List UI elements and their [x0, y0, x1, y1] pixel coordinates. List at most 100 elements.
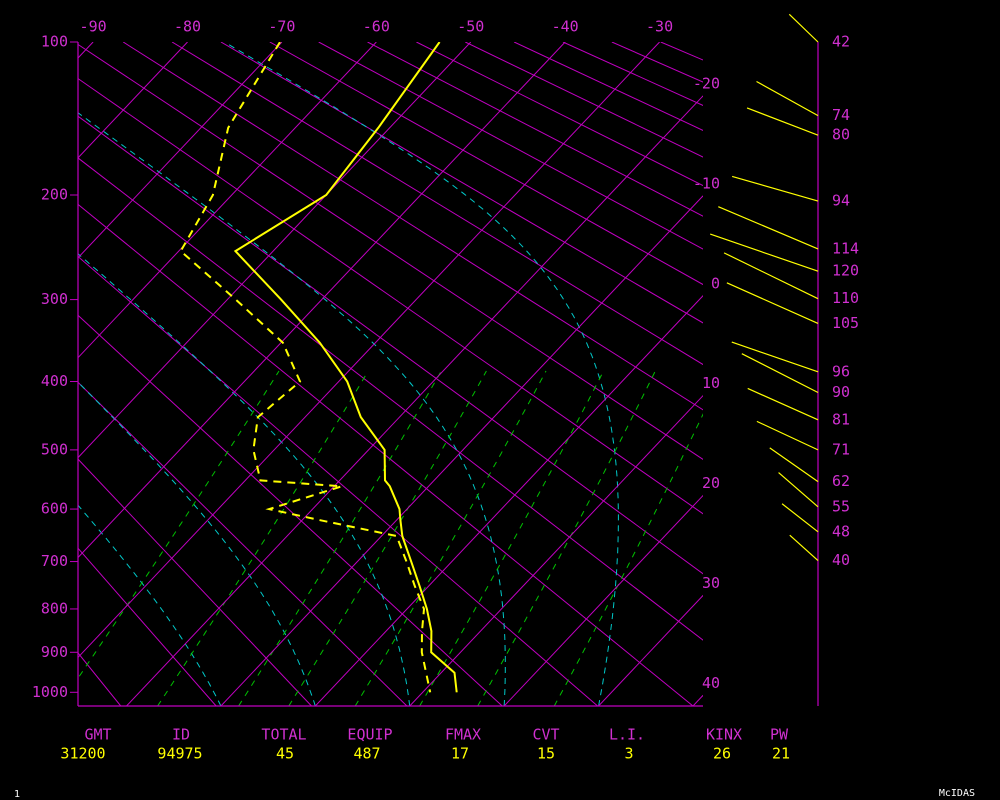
- wind-stick: [731, 175, 819, 202]
- isotherm-label: 30: [702, 574, 720, 592]
- mixing-ratio-line: [553, 413, 703, 706]
- isotherm: [78, 42, 377, 359]
- y-tick-label: 400: [41, 372, 68, 390]
- mixing-ratio-line: [78, 370, 280, 680]
- dry-adiabat: [710, 42, 1000, 706]
- dry-adiabat: [905, 42, 1000, 706]
- dry-adiabat: [0, 42, 25, 706]
- mixing-ratio-line: [288, 370, 487, 706]
- dry-adiabat: [78, 458, 312, 706]
- moist-adiabat: [226, 43, 619, 706]
- wind-speed-label: 80: [832, 126, 850, 144]
- dry-adiabat: [78, 203, 694, 706]
- dry-adiabat: [416, 42, 703, 187]
- stat-value: 15: [537, 745, 555, 763]
- stat-value: 17: [451, 745, 469, 763]
- x-tick-label: -40: [552, 18, 579, 36]
- dry-adiabat: [78, 547, 217, 706]
- mixing-ratio-line: [354, 370, 547, 706]
- wind-stick: [778, 472, 819, 508]
- wind-stick: [747, 387, 819, 421]
- stat-label: TOTAL: [261, 726, 306, 744]
- dry-adiabat: [78, 77, 703, 515]
- wind-speed-label: 90: [832, 383, 850, 401]
- stat-value: 31200: [60, 745, 105, 763]
- x-tick-label: -90: [80, 18, 107, 36]
- frame-number: 1: [14, 789, 20, 800]
- wind-stick: [726, 282, 819, 324]
- mixing-ratio-line: [157, 370, 369, 706]
- dry-adiabat: [78, 381, 408, 706]
- isotherm: [78, 42, 660, 659]
- wind-speed-label: 105: [832, 314, 859, 332]
- wind-speed-label: 96: [832, 362, 850, 380]
- x-tick-label: -80: [174, 18, 201, 36]
- wind-stick: [710, 233, 819, 272]
- dry-adiabat: [856, 42, 1000, 706]
- isotherm: [503, 494, 703, 706]
- y-tick-label: 300: [41, 290, 68, 308]
- wind-speed-label: 120: [832, 262, 859, 280]
- dry-adiabat: [513, 42, 703, 131]
- moist-adiabat: [78, 253, 411, 706]
- x-tick-label: -70: [268, 18, 295, 36]
- stat-label: FMAX: [445, 726, 481, 744]
- dry-adiabat: [758, 42, 1000, 706]
- stat-label: GMT: [84, 726, 111, 744]
- wind-speed-label: 42: [832, 33, 850, 51]
- wind-stick: [731, 341, 819, 373]
- isotherm-label: 40: [702, 674, 720, 692]
- stat-label: EQUIP: [347, 726, 392, 744]
- software-label: McIDAS: [939, 788, 975, 799]
- wind-speed-label: 74: [832, 106, 850, 124]
- wind-stick: [746, 107, 819, 136]
- stat-value: 487: [353, 745, 380, 763]
- stat-label: CVT: [532, 726, 559, 744]
- dry-adiabat: [318, 42, 703, 250]
- moist-adiabat: [78, 504, 222, 706]
- isotherm: [409, 394, 703, 706]
- dry-adiabat: [367, 42, 703, 217]
- stat-value: 21: [772, 745, 790, 763]
- dry-adiabat: [220, 42, 703, 324]
- wind-speed-label: 94: [832, 192, 850, 210]
- temperature-line: [233, 42, 458, 693]
- stat-value: 3: [624, 745, 633, 763]
- isotherm: [78, 42, 566, 559]
- stat-label: PW: [770, 726, 789, 744]
- wind-stick: [756, 420, 819, 451]
- x-tick-label: -30: [646, 18, 673, 36]
- isotherm: [126, 95, 703, 706]
- stat-label: L.I.: [609, 726, 645, 744]
- isotherm-label: 20: [702, 474, 720, 492]
- isotherm: [78, 42, 188, 159]
- y-tick-label: 500: [41, 440, 68, 458]
- wind-stick: [718, 206, 819, 250]
- wind-stick: [741, 353, 819, 394]
- dry-adiabat: [122, 42, 703, 411]
- y-tick-label: 1000: [32, 683, 68, 701]
- wind-speed-label: 71: [832, 440, 850, 458]
- isotherm: [78, 42, 472, 459]
- wind-stick: [723, 252, 819, 300]
- stat-value: 94975: [157, 745, 202, 763]
- x-tick-label: -60: [363, 18, 390, 36]
- wind-speed-label: 40: [832, 551, 850, 569]
- wind-speed-label: 81: [832, 410, 850, 428]
- wind-speed-label: 48: [832, 522, 850, 540]
- dry-adiabat: [78, 255, 598, 706]
- isotherm: [314, 295, 703, 706]
- y-tick-label: 100: [41, 33, 68, 51]
- wind-speed-label: 62: [832, 472, 850, 490]
- isotherm-label: -10: [693, 174, 720, 192]
- y-tick-label: 800: [41, 599, 68, 617]
- isotherm-label: 0: [711, 274, 720, 292]
- wind-speed-label: 114: [832, 239, 859, 257]
- isotherm-label: 10: [702, 374, 720, 392]
- stat-label: ID: [172, 726, 190, 744]
- isotherm: [220, 195, 703, 706]
- dry-adiabat: [78, 43, 703, 460]
- y-tick-label: 200: [41, 185, 68, 203]
